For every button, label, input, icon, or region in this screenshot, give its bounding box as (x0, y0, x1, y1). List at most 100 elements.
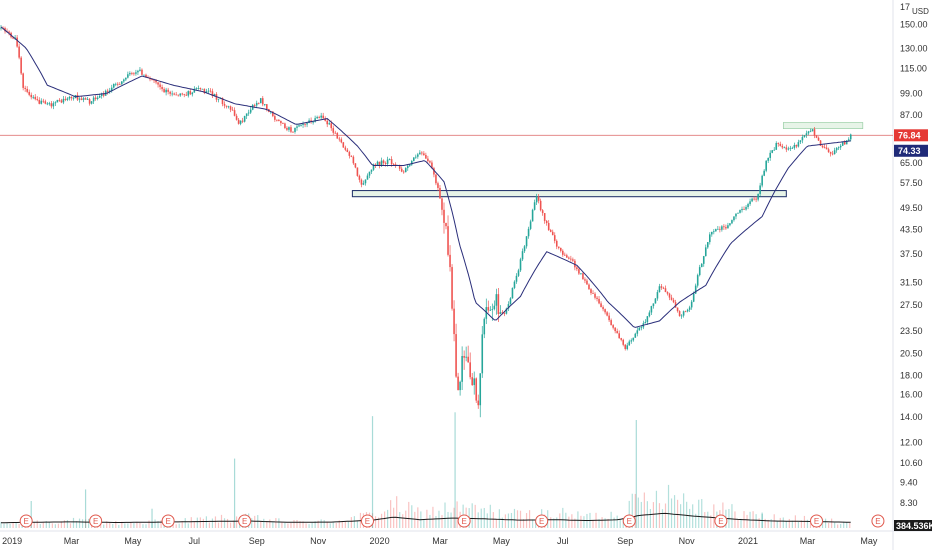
volume-bar (118, 524, 120, 528)
candle-body (819, 140, 822, 146)
price-axis[interactable]: 17USD150.00130.00115.0099.0087.0076.0065… (900, 2, 929, 508)
candle-body (133, 73, 135, 75)
volume-bar (559, 513, 561, 528)
candle-body (56, 99, 59, 103)
candle-body (632, 337, 635, 341)
candle-body (78, 98, 81, 100)
earnings-marker (871, 514, 885, 528)
candle-body (551, 231, 554, 236)
candle-body (654, 298, 657, 304)
candle-body (225, 105, 228, 107)
volume-bar (528, 510, 531, 528)
candle-body (276, 119, 278, 121)
candle-body (362, 183, 365, 185)
volume-bar (643, 492, 645, 528)
candle-body (670, 297, 673, 300)
volume-bar (196, 517, 198, 528)
earnings-marker (360, 514, 374, 528)
candle-body (594, 293, 596, 298)
volume-bar (341, 521, 343, 528)
volume-bar (263, 518, 265, 528)
candle-body (372, 164, 375, 170)
time-axis[interactable]: 2019 Mar May Jul Sep Nov 2020 Mar May Jul Sep Nov 20… (2, 536, 878, 546)
candle-body (44, 101, 47, 104)
volume-bar (72, 517, 75, 528)
candle-body (443, 209, 445, 223)
candle-body (674, 302, 677, 308)
candle-body (296, 126, 298, 128)
volume-bar (145, 524, 147, 528)
candle-body (706, 242, 709, 248)
candle-body (223, 104, 226, 106)
candle-body (42, 100, 45, 102)
candle-body (408, 164, 411, 166)
candle-body (725, 227, 727, 229)
candle-body (555, 240, 558, 247)
volume-bar (54, 524, 56, 528)
candle-body (737, 212, 739, 214)
candle-body (652, 303, 655, 307)
zones-layer (0, 122, 893, 198)
candle-body (787, 148, 790, 150)
volume-bar (100, 523, 102, 528)
volume-spike (233, 458, 236, 528)
candle-body (807, 131, 810, 134)
y-tick-label: 49.50 (900, 203, 923, 213)
candle-body (98, 95, 101, 98)
volume-bar (387, 509, 389, 528)
volume-spike (454, 412, 456, 528)
candle-body (580, 273, 582, 275)
volume-bar (755, 514, 757, 528)
volume-bar (353, 516, 355, 528)
candle-body (427, 158, 429, 162)
candle-body (763, 170, 765, 176)
x-tick-label: Mar (432, 536, 448, 546)
candle-body (245, 113, 248, 117)
candle-body (364, 179, 367, 184)
volume-spike (151, 508, 153, 528)
candle-body (415, 156, 417, 158)
candle-body (743, 209, 745, 210)
volume-bar (616, 515, 618, 528)
volume-bar (344, 521, 346, 528)
candle-body (404, 168, 407, 173)
candle-body (827, 149, 830, 153)
candle-body (129, 73, 131, 75)
volume-bar (770, 519, 772, 528)
volume-bar (130, 522, 132, 528)
candle-body (121, 81, 123, 85)
volume-bar (284, 522, 286, 528)
volume-bar (613, 517, 615, 528)
candle-body (328, 123, 331, 125)
volume-bar (779, 517, 781, 528)
candle-body (193, 88, 196, 93)
candle-body (191, 92, 194, 95)
candle-body (66, 98, 69, 100)
volume-bar (704, 512, 706, 528)
candle-body (686, 309, 689, 312)
candle-body (668, 293, 671, 298)
candle-body (692, 293, 695, 302)
volume-bar (477, 512, 479, 528)
candle-body (823, 147, 826, 149)
volume-bar (60, 521, 63, 528)
candle-body (815, 135, 818, 138)
earnings-marker (535, 514, 549, 528)
volume-bar (556, 517, 558, 528)
candle-body (22, 73, 24, 88)
candle-body (831, 153, 834, 155)
volume-bar (707, 511, 709, 528)
volume-bar (846, 522, 848, 528)
volume-bar (513, 508, 516, 528)
y-tick-label: 115.00 (900, 64, 927, 74)
candle-body (34, 96, 37, 100)
candle-body (16, 37, 18, 47)
candle-body (680, 315, 683, 317)
volume-bar (501, 517, 503, 528)
candle-body (137, 70, 139, 73)
volume-bar (550, 517, 552, 528)
candle-body (131, 73, 133, 74)
candle-body (626, 345, 629, 350)
